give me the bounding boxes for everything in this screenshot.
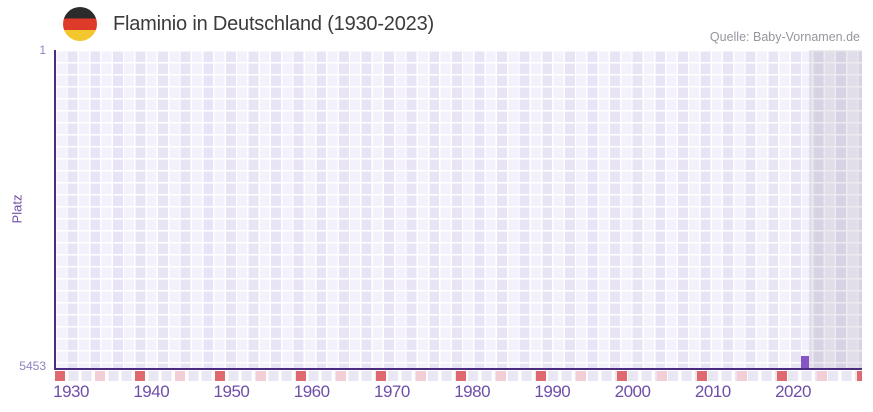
y-axis-line (54, 50, 56, 370)
axis-marker-strong (776, 371, 787, 381)
recent-data-band (809, 50, 862, 368)
axis-marker-light (576, 371, 587, 381)
x-tick-label: 1930 (53, 382, 89, 401)
axis-marker-light (656, 371, 667, 381)
x-tick-label: 2010 (694, 382, 731, 401)
axis-marker-light (817, 371, 828, 381)
page-title: Flaminio in Deutschland (1930-2023) (113, 12, 434, 35)
axis-marker-light (255, 371, 266, 381)
x-tick-label: 2000 (614, 382, 651, 401)
axis-marker-strong (456, 371, 467, 381)
german-flag-icon (63, 7, 97, 41)
x-tick-label: 1950 (213, 382, 250, 401)
source-label: Quelle: Baby-Vornamen.de (709, 30, 860, 44)
x-tick-label: 1980 (454, 382, 491, 401)
chart-header: Flaminio in Deutschland (1930-2023) (63, 7, 434, 41)
axis-marker-strong (616, 371, 627, 381)
axis-marker-light (496, 371, 507, 381)
axis-marker-strong (375, 371, 386, 381)
y-tick-bottom: 5453 (19, 359, 46, 373)
y-axis-title: Platz (9, 194, 25, 224)
x-axis-labels: 1930 1940 1950 1960 1970 1980 1990 2000 2010 2020 (53, 382, 862, 406)
x-tick-label: 1940 (133, 382, 170, 401)
x-tick-label: 1970 (373, 382, 410, 401)
x-tick-label: 1960 (293, 382, 330, 401)
axis-marker-light (175, 371, 186, 381)
axis-marker-light (95, 371, 106, 381)
rank-bar-2021[interactable] (801, 355, 810, 368)
axis-marker-strong (696, 371, 707, 381)
axis-marker-strong (295, 371, 306, 381)
axis-marker-strip (55, 371, 862, 381)
axis-marker-strong (135, 371, 146, 381)
y-tick-top: 1 (39, 43, 46, 57)
axis-marker-light (335, 371, 346, 381)
axis-marker-strong (55, 371, 65, 381)
plot-area (55, 50, 862, 368)
x-tick-label: 2020 (775, 382, 811, 401)
axis-marker-strong (215, 371, 226, 381)
axis-marker-light (736, 371, 747, 381)
x-axis-line (54, 368, 862, 370)
axis-marker-strong (536, 371, 547, 381)
x-tick-label: 1990 (534, 382, 571, 401)
axis-marker-strong (857, 371, 862, 381)
axis-marker-light (415, 371, 426, 381)
